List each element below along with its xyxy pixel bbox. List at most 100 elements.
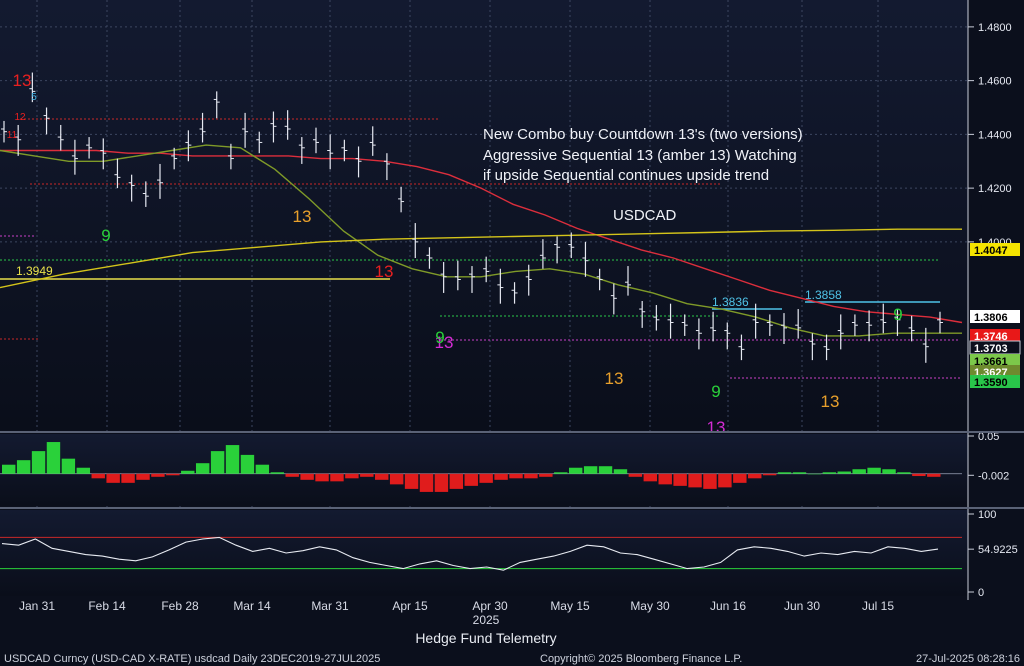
macd-panel: 0.05 -0.002 <box>0 431 1009 492</box>
macd-bar <box>255 464 270 474</box>
price-tick-label: 1.4600 <box>978 76 1012 88</box>
level-label: 1.3858 <box>805 288 842 302</box>
macd-bar <box>76 467 91 474</box>
price-tag-value: 1.4047 <box>974 245 1008 257</box>
macd-bar <box>449 473 464 489</box>
macd-bar <box>225 445 240 474</box>
demark-count-label: 13 <box>293 207 312 226</box>
macd-bar <box>375 473 389 480</box>
macd-bar <box>16 460 31 474</box>
footer-copyright: Copyright© 2025 Bloomberg Finance L.P. <box>540 653 742 665</box>
demark-count-label: 9 <box>101 226 110 245</box>
price-tag-value: 1.3806 <box>974 312 1008 324</box>
level-label: 1.3836 <box>712 295 749 309</box>
macd-bar <box>688 473 702 488</box>
price-tag-box <box>970 354 1020 367</box>
price-tag-box <box>970 365 1020 378</box>
macd-bar <box>613 469 628 474</box>
macd-bar <box>46 442 61 474</box>
macd-bar <box>136 473 150 480</box>
macd-bar <box>912 473 926 477</box>
macd-bar <box>464 473 478 486</box>
macd-bar <box>568 467 583 474</box>
macd-bar <box>300 473 314 480</box>
macd-bar <box>539 473 553 477</box>
macd-bar <box>121 473 135 483</box>
macd-bar <box>31 451 46 474</box>
macd-bar <box>419 473 434 492</box>
macd-bar <box>151 473 165 477</box>
moving-average-line <box>0 228 962 289</box>
x-tick-label: May 30 <box>630 599 670 613</box>
price-tag: 1.3746 <box>970 329 1020 343</box>
macd-bar <box>643 473 658 482</box>
price-tag-box <box>970 310 1020 323</box>
x-tick-label: Apr 15 <box>392 599 428 613</box>
macd-bar <box>897 472 911 474</box>
year-label: 2025 <box>473 613 500 627</box>
macd-bar <box>927 473 941 477</box>
macd-tick-label: 0.05 <box>978 431 999 443</box>
macd-bar <box>509 473 523 479</box>
price-tag-value: 1.3746 <box>974 331 1008 343</box>
x-tick-label: Jun 30 <box>784 599 820 613</box>
macd-bar <box>2 464 16 474</box>
macd-bar <box>762 473 777 476</box>
price-tag: 1.4047 <box>970 243 1020 257</box>
x-tick-label: Feb 28 <box>161 599 199 613</box>
macd-bar <box>166 473 180 476</box>
x-tick-label: Mar 14 <box>233 599 271 613</box>
chart-title: USDCAD <box>613 207 677 224</box>
x-tick-label: Jun 16 <box>710 599 746 613</box>
rsi-panel: 100 54.9225 0 <box>0 509 1018 599</box>
macd-bar <box>658 473 672 485</box>
price-tick-label: 1.4400 <box>978 129 1012 141</box>
demark-count-label: 9 <box>893 305 902 324</box>
macd-bar <box>479 473 493 483</box>
footer-ticker: USDCAD Curncy (USD-CAD X-RATE) usdcad Da… <box>4 653 380 665</box>
macd-bar <box>270 472 284 474</box>
x-tick-label: Jul 15 <box>862 599 894 613</box>
macd-panel-bg <box>0 434 968 506</box>
macd-bar <box>195 463 210 474</box>
x-tick-label: Jan 31 <box>19 599 55 613</box>
level-label: 1.3949 <box>16 264 53 278</box>
macd-bar <box>285 473 299 477</box>
price-tag: 1.3703 <box>969 340 1021 355</box>
macd-bar <box>748 473 762 479</box>
macd-bar <box>554 472 568 474</box>
macd-bar <box>404 473 419 489</box>
price-panel-bg <box>0 0 968 430</box>
macd-bar <box>867 467 881 474</box>
price-tag-box <box>970 243 1020 256</box>
rsi-tick-label: 100 <box>978 509 996 521</box>
macd-bar <box>345 473 359 479</box>
rsi-line <box>1 536 939 571</box>
macd-bar <box>61 458 76 474</box>
macd-bar <box>91 473 105 479</box>
macd-bar <box>718 473 732 488</box>
macd-bar <box>210 451 225 474</box>
macd-bar <box>106 473 120 483</box>
annotation-line-1: New Combo buy Countdown 13's (two versio… <box>483 126 803 143</box>
price-tag-value: 1.3703 <box>974 343 1008 355</box>
price-tick-label: 1.4200 <box>978 183 1012 195</box>
moving-average-line <box>0 144 962 337</box>
demark-count-label: 13 <box>13 71 32 90</box>
price-tick-label: 1.4800 <box>978 22 1012 34</box>
macd-bar <box>822 472 837 474</box>
macd-bar <box>628 473 643 477</box>
x-tick-label: May 15 <box>550 599 590 613</box>
macd-bar <box>330 473 344 482</box>
x-tick-label: Mar 31 <box>311 599 349 613</box>
macd-bar <box>733 473 747 483</box>
price-tag-value: 1.3590 <box>974 377 1008 389</box>
demark-count-label: 11 <box>7 130 18 141</box>
macd-bar <box>703 473 717 489</box>
price-tag: 1.3590 <box>970 375 1020 389</box>
macd-bar <box>882 469 896 474</box>
macd-bar <box>240 454 255 474</box>
macd-bar <box>389 473 404 485</box>
